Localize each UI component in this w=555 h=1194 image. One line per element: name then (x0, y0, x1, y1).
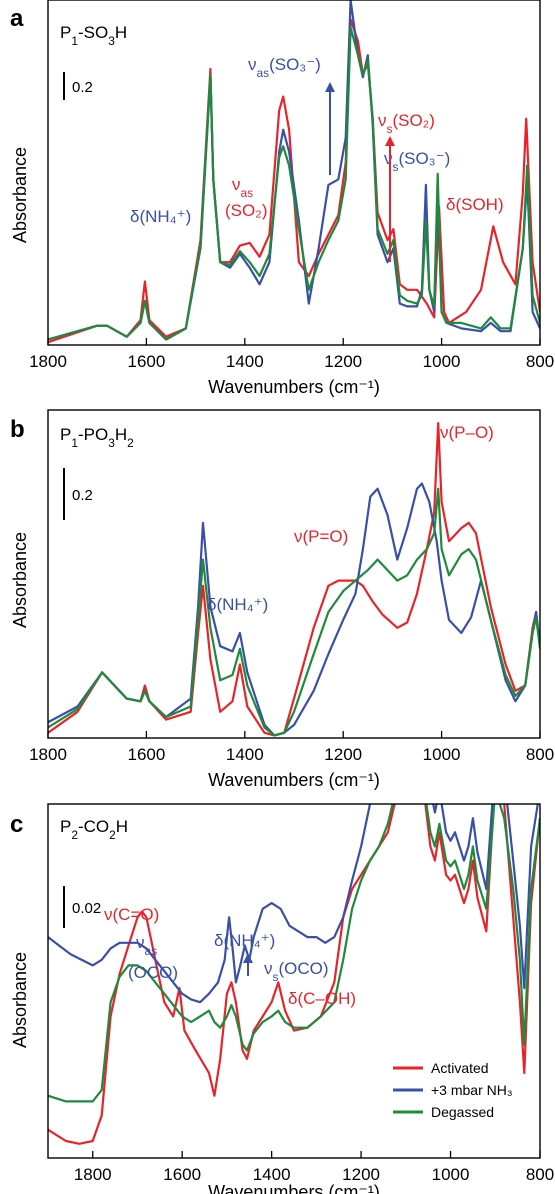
panel-b: 1800 1600 1400 1200 1000 800 b P1-PO3H2 0.2 Absor… (10, 409, 554, 790)
band-annotation: ν(P–O) (440, 423, 494, 442)
plot-frame (47, 0, 541, 346)
band-annotation: νs(OCO) (264, 959, 329, 984)
x-tick-label: 1800 (74, 1165, 112, 1184)
x-tick-label: 800 (526, 745, 554, 764)
series-line-nh3 (48, 0, 540, 341)
series-line-degassed (48, 26, 540, 341)
x-tick-label: 1000 (432, 1165, 470, 1184)
annotation-arrowhead (325, 82, 335, 92)
legend-label: Activated (431, 1060, 489, 1076)
scale-bar-label: 0.2 (72, 79, 93, 96)
x-tick-label: 1400 (253, 1165, 291, 1184)
x-tick-label: 800 (526, 352, 554, 371)
band-annotation: νas(SO₃⁻) (248, 55, 321, 80)
y-axis-label: Absorbance (10, 147, 30, 243)
series-line-nh3 (48, 482, 540, 737)
band-annotation: δ(NH₄⁺) (207, 595, 268, 614)
panel-letter: b (10, 416, 25, 443)
band-annotation: νas (136, 933, 157, 958)
x-tick-label: 1000 (423, 352, 461, 371)
x-tick-label: 1400 (226, 352, 264, 371)
band-annotation: νs(SO₂) (378, 111, 435, 136)
annotation-arrowhead (243, 953, 253, 963)
panel-title: P1-SO3H (60, 23, 127, 48)
series-line-activated (48, 804, 540, 1145)
band-annotation: ν(C=O) (104, 905, 159, 924)
x-axis-label: Wavenumbers (cm⁻¹) (208, 377, 380, 397)
scale-bar-label: 0.2 (72, 487, 93, 504)
series-line-degassed (48, 804, 540, 1103)
legend-label: +3 mbar NH₃ (431, 1082, 513, 1098)
x-tick-label: 1600 (127, 352, 165, 371)
band-annotation: δ(NH₄⁺) (130, 207, 191, 226)
x-tick-label: 1200 (324, 745, 362, 764)
band-annotation: (SO₂) (225, 201, 267, 220)
series-line-nh3 (48, 804, 539, 1004)
y-axis-label: Absorbance (10, 952, 30, 1048)
x-tick-label: 800 (526, 1165, 554, 1184)
panel-c: 1800 1600 1400 1200 1000 800 c P2-CO2H 0.02 Absor… (10, 803, 554, 1194)
panel-letter: a (10, 5, 24, 32)
x-tick-label: 1800 (29, 352, 67, 371)
band-annotation: δ(C–OH) (288, 989, 356, 1008)
annotation-arrowhead (385, 136, 395, 146)
x-tick-label: 1600 (127, 745, 165, 764)
x-tick-label: 1400 (226, 745, 264, 764)
band-annotation: νs(SO₃⁻) (384, 149, 450, 174)
x-axis-label: Wavenumbers (cm⁻¹) (208, 770, 380, 790)
band-annotation: δ(NH₄⁺) (214, 931, 275, 950)
band-annotation: (OCO) (128, 963, 178, 982)
x-tick-label: 1000 (423, 745, 461, 764)
band-annotation: νas (232, 175, 253, 200)
series-line-activated (48, 422, 540, 737)
plot-frame (47, 409, 541, 739)
panel-title: P1-PO3H2 (60, 425, 134, 450)
legend: Activated +3 mbar NH₃ Degassed (393, 1060, 513, 1120)
scale-bar-label: 0.02 (72, 900, 101, 917)
x-tick-label: 1800 (29, 745, 67, 764)
band-annotation: ν(P=O) (294, 527, 348, 546)
panel-a: 1800 1600 1400 1200 1000 800 a P1-SO3H 0.2 Absorb… (10, 0, 554, 397)
x-tick-label: 1200 (324, 352, 362, 371)
band-annotation: δ(SOH) (446, 195, 504, 214)
x-tick-label: 1600 (163, 1165, 201, 1184)
x-axis-label: Wavenumbers (cm⁻¹) (208, 1182, 380, 1194)
plot-frame (47, 803, 541, 1159)
x-tick-label: 1200 (342, 1165, 380, 1184)
panel-title: P2-CO2H (60, 817, 128, 842)
series-line-degassed (48, 487, 540, 737)
y-axis-label: Absorbance (10, 532, 30, 628)
panel-letter: c (10, 811, 23, 838)
legend-label: Degassed (431, 1104, 494, 1120)
